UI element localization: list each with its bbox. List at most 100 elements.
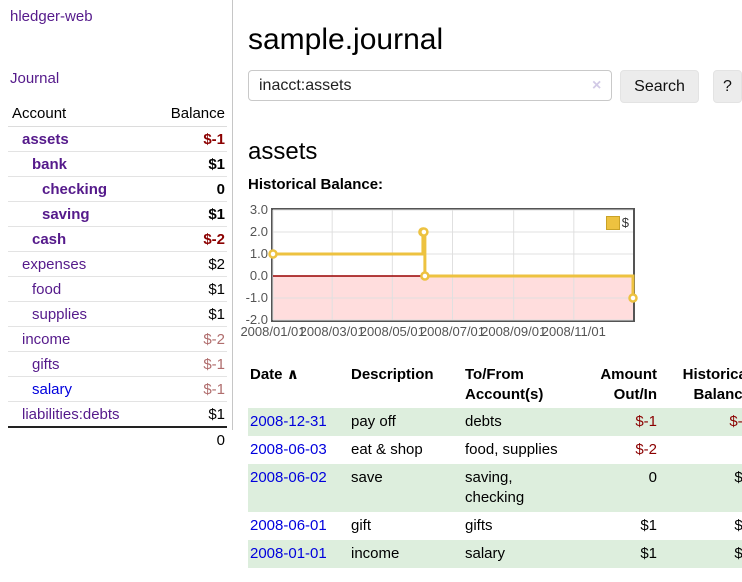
clear-search-icon[interactable]: × bbox=[592, 77, 602, 94]
register-col-accounts: To/From Account(s) bbox=[465, 366, 544, 403]
account-row: food $1 bbox=[8, 276, 227, 302]
account-link[interactable]: checking bbox=[42, 180, 108, 198]
account-link[interactable]: gifts bbox=[32, 355, 60, 373]
account-balance: 0 bbox=[152, 176, 227, 202]
transaction-accounts: salary bbox=[465, 545, 506, 562]
account-row: gifts $-1 bbox=[8, 351, 227, 377]
register-col-balance: Historical Balance bbox=[682, 366, 742, 403]
account-row: checking 0 bbox=[8, 176, 227, 202]
account-row: income $-2 bbox=[8, 326, 227, 352]
account-link[interactable]: salary bbox=[32, 380, 73, 398]
x-axis-tick: 2008/03/01 bbox=[299, 324, 365, 339]
accounts-table: Account Balance assets $-1 bank $1 check… bbox=[8, 101, 227, 452]
account-balance: $-2 bbox=[152, 326, 227, 352]
x-axis-tick: 2008/11/01 bbox=[541, 324, 606, 339]
chart-title: Historical Balance: bbox=[248, 176, 384, 193]
account-row: saving $1 bbox=[8, 201, 227, 227]
transaction-accounts: debts bbox=[465, 413, 502, 430]
transaction-description: gift bbox=[351, 517, 372, 534]
transaction-description: save bbox=[351, 469, 383, 486]
transaction-row: 2008-06-03 eat & shop food, supplies $-2… bbox=[248, 436, 742, 464]
search-button[interactable]: Search bbox=[620, 70, 699, 103]
y-axis-tick: -2.0 bbox=[245, 312, 268, 327]
account-balance: $1 bbox=[152, 151, 227, 177]
account-row: bank $1 bbox=[8, 151, 227, 177]
transaction-date-link[interactable]: 2008-06-01 bbox=[250, 517, 327, 534]
account-row: liabilities:debts $1 bbox=[8, 401, 227, 428]
accounts-total-value: 0 bbox=[152, 426, 227, 452]
sidebar-divider bbox=[232, 0, 233, 430]
account-balance: $-2 bbox=[152, 226, 227, 252]
account-balance: $2 bbox=[152, 251, 227, 277]
register-col-description: Description bbox=[351, 366, 434, 383]
y-axis-tick: 3.0 bbox=[249, 202, 268, 217]
transaction-accounts: saving, checking bbox=[465, 469, 525, 506]
account-balance: $1 bbox=[152, 276, 227, 302]
account-balance: $-1 bbox=[152, 351, 227, 377]
legend-label: $ bbox=[621, 215, 629, 230]
x-axis-tick: 2008/01/01 bbox=[240, 324, 306, 339]
account-link[interactable]: bank bbox=[32, 155, 68, 173]
transaction-accounts: food, supplies bbox=[465, 441, 558, 458]
transaction-amount: 0 bbox=[648, 469, 657, 486]
account-link[interactable]: income bbox=[22, 330, 71, 348]
app-brand-link[interactable]: hledger-web bbox=[10, 8, 93, 25]
y-axis-tick: 2.0 bbox=[249, 224, 268, 239]
transaction-row: 2008-06-02 save saving, checking 0 $2 bbox=[248, 464, 742, 512]
account-link[interactable]: assets bbox=[22, 130, 69, 148]
sidebar-item-journal[interactable]: Journal bbox=[10, 70, 60, 87]
accounts-total-row: 0 bbox=[8, 426, 227, 452]
register-col-date[interactable]: Date ∧ bbox=[250, 366, 299, 383]
x-axis-tick: 2008/09/01 bbox=[481, 324, 547, 339]
transaction-date-link[interactable]: 2008-06-03 bbox=[250, 441, 327, 458]
account-link[interactable]: liabilities:debts bbox=[22, 405, 120, 423]
transaction-balance: 0 bbox=[659, 436, 742, 464]
y-axis-tick: 0.0 bbox=[249, 268, 268, 283]
register-col-amount: Amount Out/In bbox=[600, 366, 657, 403]
chart-legend: $ bbox=[605, 215, 629, 230]
account-balance: $1 bbox=[152, 201, 227, 227]
account-row: assets $-1 bbox=[8, 126, 227, 152]
y-axis-tick: -1.0 bbox=[245, 290, 268, 305]
account-link[interactable]: saving bbox=[42, 205, 90, 223]
transaction-accounts: gifts bbox=[465, 517, 493, 534]
account-balance: $-1 bbox=[152, 376, 227, 402]
transaction-date-link[interactable]: 2008-06-02 bbox=[250, 469, 327, 486]
transaction-row: 2008-06-01 gift gifts $1 $2 bbox=[248, 512, 742, 540]
account-heading: assets bbox=[248, 137, 318, 165]
accounts-col-account: Account bbox=[8, 101, 153, 127]
legend-swatch-icon bbox=[605, 215, 620, 230]
transaction-description: eat & shop bbox=[351, 441, 423, 458]
transaction-amount: $1 bbox=[640, 517, 657, 534]
transaction-balance: $1 bbox=[734, 545, 742, 562]
transaction-date-link[interactable]: 2008-01-01 bbox=[250, 545, 327, 562]
account-row: cash $-2 bbox=[8, 226, 227, 252]
account-row: salary $-1 bbox=[8, 376, 227, 402]
transaction-amount: $-2 bbox=[635, 441, 657, 458]
transaction-amount: $-1 bbox=[635, 413, 657, 430]
account-balance: $-1 bbox=[152, 126, 227, 152]
transaction-row: 2008-01-01 income salary $1 $1 bbox=[248, 540, 742, 568]
account-link[interactable]: expenses bbox=[22, 255, 87, 273]
account-balance: $1 bbox=[152, 401, 227, 428]
x-axis-tick: 2008/05/01 bbox=[359, 324, 425, 339]
register-table: Date ∧ Description To/From Account(s) Am… bbox=[248, 362, 742, 568]
transaction-date-link[interactable]: 2008-12-31 bbox=[250, 413, 327, 430]
account-link[interactable]: food bbox=[32, 280, 62, 298]
account-balance: $1 bbox=[152, 301, 227, 327]
transaction-balance: $2 bbox=[734, 469, 742, 486]
account-link[interactable]: supplies bbox=[32, 305, 88, 323]
transaction-description: income bbox=[351, 545, 400, 562]
transaction-amount: $1 bbox=[640, 545, 657, 562]
transaction-balance: $-1 bbox=[729, 413, 742, 430]
help-button[interactable]: ? bbox=[713, 70, 742, 103]
account-row: expenses $2 bbox=[8, 251, 227, 277]
account-link[interactable]: cash bbox=[32, 230, 67, 248]
transaction-balance: $2 bbox=[734, 517, 742, 534]
transaction-description: pay off bbox=[351, 413, 396, 430]
search-input[interactable] bbox=[248, 70, 612, 101]
y-axis-tick: 1.0 bbox=[249, 246, 268, 261]
account-row: supplies $1 bbox=[8, 301, 227, 327]
sort-asc-icon: ∧ bbox=[286, 366, 299, 383]
balance-chart: $ bbox=[268, 208, 638, 322]
